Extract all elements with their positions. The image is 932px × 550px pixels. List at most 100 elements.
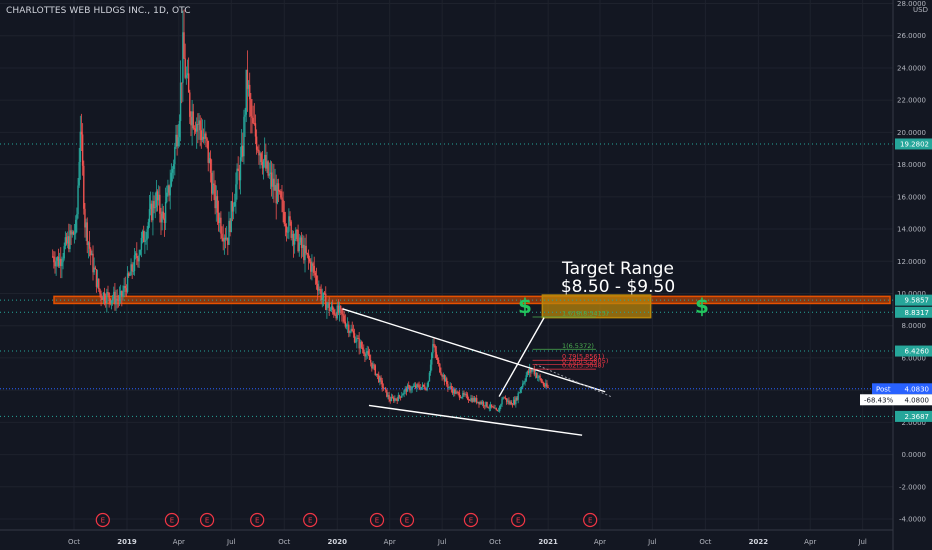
time-axis[interactable]: Oct 2019 Apr Jul Oct 2020 Apr Jul Oct 2021 Apr Jul O… [68, 538, 867, 546]
candle-body [473, 398, 476, 402]
candle-body [274, 185, 276, 191]
candle-body [401, 395, 403, 398]
candle-body [285, 226, 288, 233]
candle-body [463, 392, 465, 395]
target-arrow [498, 317, 545, 397]
candle-body [234, 201, 236, 207]
current-price-badge-value: 4.0830 [905, 385, 930, 393]
candle-body [524, 380, 526, 383]
candle-body [390, 397, 393, 402]
trendlines-layer [342, 308, 612, 436]
candle-body [280, 191, 282, 198]
candle-body [484, 405, 486, 407]
candle-body [382, 387, 385, 389]
candle-body [503, 397, 506, 399]
candle-body [54, 262, 56, 267]
candle-body [215, 196, 217, 209]
candle-body [269, 172, 272, 175]
price-line-label-bg [895, 306, 932, 318]
candle-body [465, 394, 468, 395]
x-tick-label: 2021 [538, 538, 558, 546]
candle-body [254, 123, 257, 137]
candle-body [519, 389, 522, 393]
candle-body [198, 120, 200, 125]
price-line-label-bg [895, 410, 932, 422]
candle-body [340, 306, 342, 309]
candle-body [139, 249, 141, 255]
candle-body [509, 401, 511, 404]
candle-body [472, 398, 474, 402]
candle-body [388, 395, 390, 400]
currency-label: USD [913, 6, 928, 14]
candle-body [51, 256, 54, 258]
candle-body [185, 75, 188, 78]
candle-body [147, 222, 150, 230]
x-tick-label: Apr [384, 538, 396, 546]
candle-body [113, 291, 115, 299]
candle-body [405, 388, 408, 392]
y-tick-label: 14.0000 [897, 226, 926, 234]
candle-body [114, 291, 116, 305]
candle-body [56, 256, 58, 261]
earnings-marker [95, 512, 110, 528]
candle-body [64, 237, 67, 247]
y-tick-label: 18.0000 [897, 161, 926, 169]
candle-body [341, 308, 343, 314]
candle-body [358, 338, 360, 349]
candle-body [348, 324, 350, 333]
candle-body [333, 309, 335, 315]
candle-body [335, 314, 337, 319]
y-tick-label: 24.0000 [897, 64, 926, 72]
candle-body [381, 380, 383, 388]
candle-body [500, 404, 502, 406]
candle-body [307, 253, 310, 260]
candle-body [275, 185, 277, 204]
price-line-label-bg [895, 345, 932, 357]
candle-body [523, 382, 525, 384]
candle-body [60, 258, 62, 267]
candle-body [230, 201, 232, 233]
candle-body [162, 211, 164, 219]
candle-body [104, 301, 107, 304]
candle-body [166, 192, 168, 202]
candle-body [373, 364, 375, 366]
fib-level-label: 0.705(5.5805) [562, 357, 608, 365]
candle-body [196, 123, 198, 132]
candle-body [336, 305, 338, 319]
earnings-marker-label: E [405, 517, 409, 525]
candle-body [396, 399, 398, 402]
candle-body [178, 121, 181, 138]
candle-body [193, 128, 196, 130]
candle-body [187, 73, 190, 93]
candle-body [413, 385, 416, 387]
candle-body [441, 374, 443, 377]
candle-body [462, 392, 464, 397]
y-tick-label: 20.0000 [897, 129, 926, 137]
candle-body [94, 267, 97, 270]
candle-body [421, 384, 424, 388]
candle-body [422, 384, 425, 387]
earnings-marker [399, 512, 415, 528]
current-price-badge [872, 383, 932, 395]
candle-body [145, 239, 147, 241]
candle-body [537, 377, 539, 378]
candle-body [76, 214, 78, 220]
candle-body [249, 84, 251, 100]
price-axis[interactable]: 28.0000 26.0000 24.0000 22.0000 20.0000 18.00… [897, 0, 926, 524]
candle-body [327, 302, 329, 305]
candle-body [535, 373, 538, 378]
candle-body [276, 183, 279, 204]
candle-body [359, 342, 362, 349]
candle-body [281, 197, 283, 200]
change-badge-value: 4.0800 [905, 396, 930, 404]
candle-body [414, 385, 417, 389]
candle-body [66, 236, 69, 244]
candle-body [297, 230, 299, 252]
candle-body [155, 191, 158, 208]
candle-body [109, 298, 111, 304]
candle-body [225, 237, 228, 240]
candle-body [411, 386, 413, 390]
fib-level-label: 1(6.5372) [562, 342, 594, 350]
